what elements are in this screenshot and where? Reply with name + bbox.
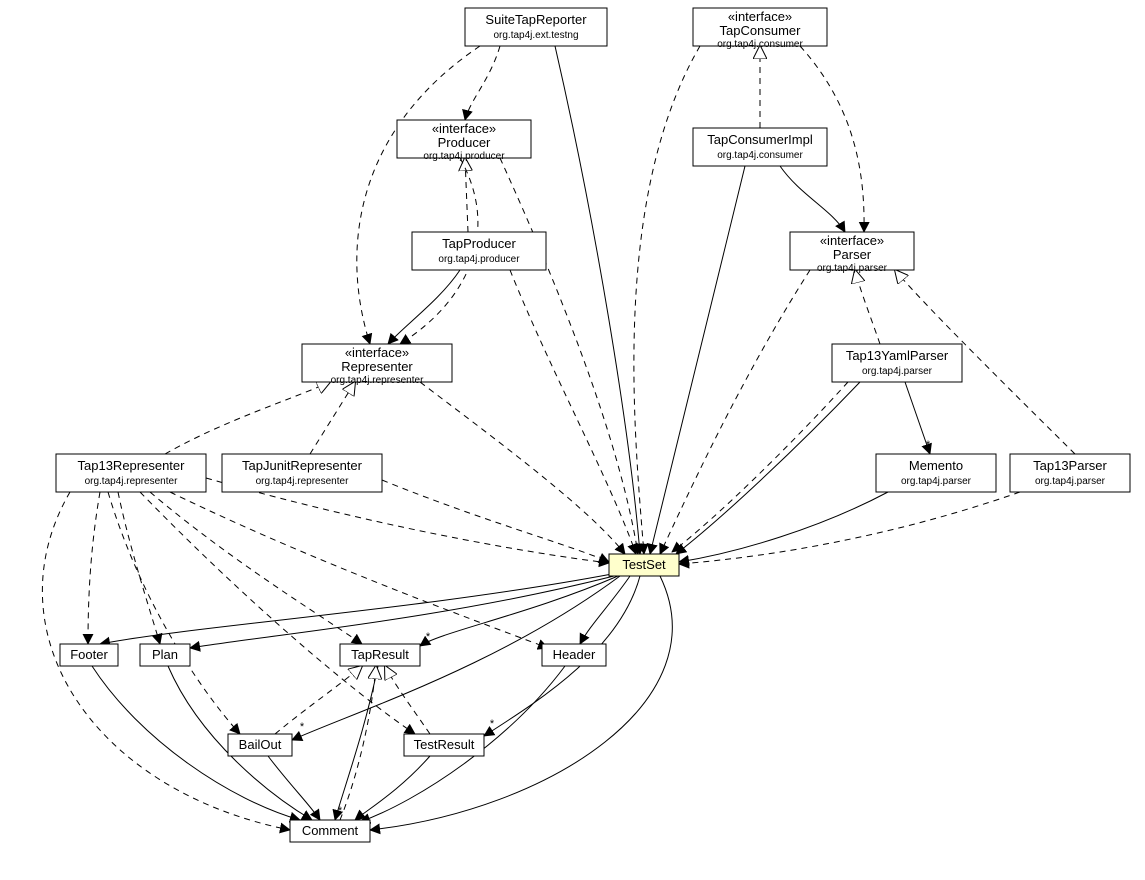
node-Parser: «interface»Parserorg.tap4j.parser <box>790 232 914 274</box>
node-Tap13Parser: Tap13Parser org.tap4j.parser <box>1010 454 1130 492</box>
edge <box>855 270 880 344</box>
edge <box>679 492 1020 564</box>
node-title: TestResult <box>414 737 475 752</box>
node-title: TapProducer <box>442 236 516 251</box>
edge <box>190 576 614 648</box>
node-title: SuiteTapReporter <box>485 12 587 27</box>
edges-layer: ****** <box>42 46 1075 839</box>
node-TestSet: TestSet <box>609 554 679 576</box>
edge <box>580 576 630 644</box>
edge <box>780 166 845 232</box>
diagram-canvas: ******SuiteTapReporterorg.tap4j.ext.test… <box>0 0 1145 880</box>
node-package: org.tap4j.representer <box>331 375 425 386</box>
node-title: Representer <box>341 359 413 374</box>
multiplicity: * <box>376 827 381 839</box>
stereotype: «interface» <box>432 121 496 136</box>
edge <box>275 666 362 734</box>
node-title: TapResult <box>351 647 409 662</box>
node-package: org.tap4j.representer <box>256 476 350 487</box>
edge <box>676 382 860 554</box>
edge <box>150 492 362 644</box>
edge <box>335 666 378 820</box>
edge <box>650 166 745 554</box>
edge <box>660 270 810 554</box>
node-title: Header <box>553 647 596 662</box>
node-package: org.tap4j.producer <box>423 151 505 162</box>
node-title: Tap13YamlParser <box>846 348 949 363</box>
node-Plan: Plan <box>140 644 190 666</box>
edge <box>355 756 430 820</box>
multiplicity: * <box>926 439 931 451</box>
edge <box>118 492 160 644</box>
edge <box>88 492 100 644</box>
node-title: Tap13Parser <box>1033 458 1107 473</box>
node-Producer: «interface»Producerorg.tap4j.producer <box>397 120 531 162</box>
node-title: TapConsumer <box>720 23 802 38</box>
node-TapJunitRepresenter: TapJunitRepresenter org.tap4j.representer <box>222 454 382 492</box>
node-package: org.tap4j.consumer <box>717 150 803 161</box>
edge <box>268 756 320 820</box>
edge <box>382 480 609 562</box>
node-title: Plan <box>152 647 178 662</box>
node-Tap13Representer: Tap13Representer org.tap4j.representer <box>56 454 206 492</box>
node-package: org.tap4j.consumer <box>717 39 803 50</box>
edge <box>420 576 618 646</box>
multiplicity: * <box>426 631 431 643</box>
node-BailOut: BailOut <box>228 734 292 756</box>
node-title: Parser <box>833 247 872 262</box>
edge <box>140 492 415 734</box>
node-title: TestSet <box>622 557 666 572</box>
node-Comment: Comment <box>290 820 370 842</box>
stereotype: «interface» <box>820 233 884 248</box>
node-TapResult: TapResult <box>340 644 420 666</box>
node-Memento: Memento org.tap4j.parser <box>876 454 996 492</box>
edge <box>555 46 640 554</box>
node-Footer: Footer <box>60 644 118 666</box>
node-package: org.tap4j.parser <box>817 263 888 274</box>
node-package: org.tap4j.ext.testng <box>493 30 578 41</box>
edge <box>634 46 700 554</box>
node-TapConsumer: «interface»TapConsumerorg.tap4j.consumer <box>693 8 827 50</box>
edge <box>370 576 672 830</box>
node-package: org.tap4j.parser <box>1035 476 1106 487</box>
node-package: org.tap4j.parser <box>862 366 933 377</box>
multiplicity: * <box>300 721 305 733</box>
node-package: org.tap4j.parser <box>901 476 972 487</box>
edge <box>500 158 638 554</box>
node-TapProducer: TapProducer org.tap4j.producer <box>412 232 546 270</box>
edge <box>420 382 625 554</box>
edge <box>672 382 848 552</box>
edge <box>100 574 612 644</box>
node-title: BailOut <box>239 737 282 752</box>
edge <box>388 270 460 344</box>
node-SuiteTapReporter: SuiteTapReporter org.tap4j.ext.testng <box>465 8 607 46</box>
edge <box>165 382 330 454</box>
node-title: Producer <box>438 135 491 150</box>
node-package: org.tap4j.representer <box>85 476 179 487</box>
stereotype: «interface» <box>345 345 409 360</box>
node-TestResult: TestResult <box>404 734 484 756</box>
node-title: TapConsumerImpl <box>707 132 813 147</box>
multiplicity: * <box>490 718 495 730</box>
node-Representer: «interface»Representerorg.tap4j.represen… <box>302 344 452 386</box>
edge <box>310 382 355 454</box>
edge <box>385 666 430 734</box>
edge <box>510 270 636 554</box>
node-title: Memento <box>909 458 963 473</box>
node-title: Footer <box>70 647 108 662</box>
edge <box>357 46 480 344</box>
nodes-layer: SuiteTapReporter org.tap4j.ext.testng «int… <box>56 8 1130 842</box>
node-title: Tap13Representer <box>78 458 186 473</box>
node-title: TapJunitRepresenter <box>242 458 363 473</box>
node-Tap13YamlParser: Tap13YamlParser org.tap4j.parser <box>832 344 962 382</box>
edge <box>108 492 240 734</box>
node-TapConsumerImpl: TapConsumerImpl org.tap4j.consumer <box>693 128 827 166</box>
node-title: Comment <box>302 823 359 838</box>
edge <box>465 46 500 120</box>
stereotype: «interface» <box>728 9 792 24</box>
node-package: org.tap4j.producer <box>438 254 520 265</box>
node-Header: Header <box>542 644 606 666</box>
